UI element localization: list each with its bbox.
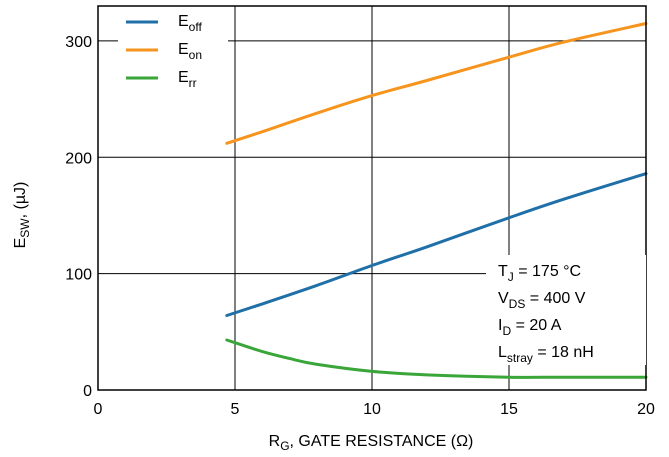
y-tick-label: 100	[65, 267, 92, 284]
series-line-e-rr	[225, 338, 648, 379]
y-axis-label: ESW, (µJ)	[12, 182, 32, 249]
test-conditions: TJ = 175 °C VDS = 400 V ID = 20 A Lstray = …	[498, 263, 594, 365]
annotation-line: VDS = 400 V	[498, 290, 586, 311]
legend-label-rr: Err	[178, 69, 197, 90]
x-tick-label: 5	[231, 401, 240, 418]
y-tick-label: 300	[65, 34, 92, 51]
series-line-e-off	[225, 172, 648, 317]
x-tick-label: 10	[363, 401, 381, 418]
x-axis-label: RG, GATE RESISTANCE (Ω)	[269, 433, 474, 453]
series-lines	[225, 22, 648, 379]
annotation-line: Lstray = 18 nH	[498, 344, 594, 365]
legend-label-off: Eoff	[178, 13, 202, 34]
y-tick-label: 0	[83, 383, 92, 400]
annotation-line: TJ = 175 °C	[498, 263, 581, 284]
x-tick-label: 20	[637, 401, 655, 418]
legend-label-on: Eon	[178, 41, 202, 62]
y-tick-label: 200	[65, 150, 92, 167]
annotation-background	[486, 255, 646, 365]
x-tick-label: 15	[500, 401, 518, 418]
annotation-line: ID = 20 A	[498, 317, 562, 338]
plot-area-frame	[97, 5, 647, 391]
legend: Eoff Eon Err	[118, 8, 228, 90]
x-tick-label: 0	[94, 401, 103, 418]
series-line-e-on	[225, 22, 648, 145]
